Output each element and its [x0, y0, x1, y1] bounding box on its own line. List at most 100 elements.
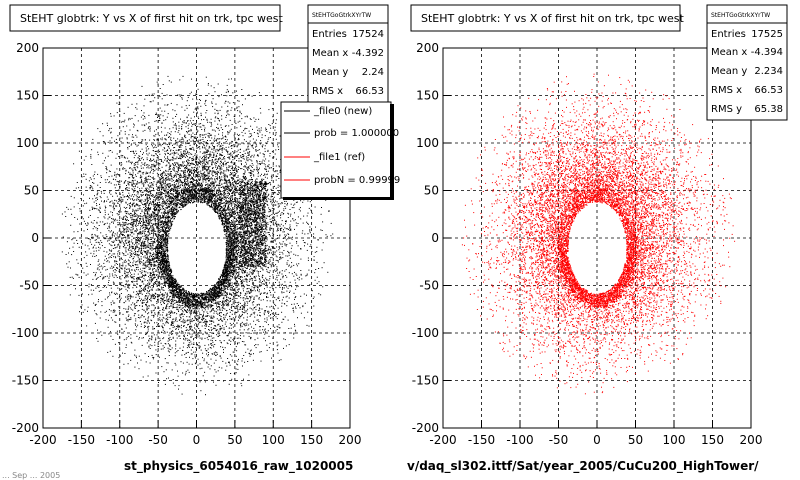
- scatter-point: [126, 228, 127, 229]
- scatter-point: [269, 259, 270, 260]
- scatter-point: [120, 208, 121, 209]
- scatter-point: [120, 194, 121, 195]
- scatter-point: [194, 134, 195, 135]
- scatter-point: [245, 279, 246, 280]
- scatter-point: [260, 280, 261, 281]
- scatter-point: [251, 333, 252, 334]
- scatter-point: [90, 253, 91, 254]
- scatter-point: [114, 204, 115, 205]
- scatter-point: [278, 308, 279, 309]
- scatter-point: [268, 311, 269, 312]
- scatter-point: [149, 286, 150, 287]
- scatter-point: [304, 245, 305, 246]
- scatter-point: [125, 265, 126, 266]
- scatter-point: [233, 228, 234, 229]
- scatter-point: [197, 173, 198, 174]
- scatter-point: [143, 268, 144, 269]
- scatter-point: [270, 230, 271, 231]
- scatter-point: [181, 126, 182, 127]
- scatter-point: [233, 223, 234, 224]
- scatter-point: [198, 108, 199, 109]
- scatter-point: [300, 270, 301, 271]
- scatter-point: [270, 215, 271, 216]
- scatter-point: [154, 266, 155, 267]
- scatter-point: [104, 200, 105, 201]
- scatter-point: [113, 282, 114, 283]
- scatter-point: [236, 205, 237, 206]
- scatter-point: [139, 277, 140, 278]
- scatter-point: [211, 348, 212, 349]
- scatter-point: [301, 313, 302, 314]
- scatter-point: [125, 324, 126, 325]
- scatter-point: [104, 286, 105, 287]
- scatter-point: [149, 217, 150, 218]
- scatter-point: [142, 204, 143, 205]
- scatter-point: [176, 162, 177, 163]
- scatter-point: [229, 384, 230, 385]
- scatter-point: [158, 150, 159, 151]
- scatter-point: [136, 326, 137, 327]
- scatter-point: [211, 345, 212, 346]
- scatter-point: [266, 297, 267, 298]
- scatter-point: [212, 161, 213, 162]
- scatter-point: [266, 143, 267, 144]
- scatter-point: [250, 271, 251, 272]
- scatter-point: [255, 265, 256, 266]
- scatter-point: [187, 156, 188, 157]
- scatter-point: [280, 279, 281, 280]
- scatter-point: [284, 227, 285, 228]
- scatter-point: [251, 177, 252, 178]
- scatter-point: [116, 237, 117, 238]
- scatter-point: [145, 179, 146, 180]
- scatter-point: [215, 113, 216, 114]
- scatter-point: [285, 275, 286, 276]
- scatter-point: [153, 147, 154, 148]
- scatter-point: [232, 285, 233, 286]
- scatter-point: [194, 187, 195, 188]
- scatter-point: [258, 310, 259, 311]
- left-panel: StEHT globtrk: Y vs X of first hit on tr…: [10, 5, 400, 474]
- scatter-point: [127, 181, 128, 182]
- scatter-point: [211, 174, 212, 175]
- scatter-point: [128, 284, 129, 285]
- scatter-point: [87, 222, 88, 223]
- scatter-point: [250, 126, 251, 127]
- scatter-point: [235, 138, 236, 139]
- scatter-point: [260, 163, 261, 164]
- scatter-point: [115, 315, 116, 316]
- scatter-point: [215, 352, 216, 353]
- scatter-point: [156, 192, 157, 193]
- scatter-point: [114, 277, 115, 278]
- scatter-point: [157, 82, 158, 83]
- scatter-point: [219, 315, 220, 316]
- scatter-point: [238, 245, 239, 246]
- scatter-point: [168, 191, 169, 192]
- scatter-point: [239, 236, 240, 237]
- scatter-point: [132, 209, 133, 210]
- scatter-point: [143, 264, 144, 265]
- scatter-point: [283, 319, 284, 320]
- scatter-point: [205, 179, 206, 180]
- scatter-point: [158, 160, 159, 161]
- scatter-point: [185, 151, 186, 152]
- scatter-point: [163, 206, 164, 207]
- scatter-point: [114, 184, 115, 185]
- scatter-point: [212, 145, 213, 146]
- scatter-point: [236, 269, 237, 270]
- scatter-point: [150, 239, 151, 240]
- scatter-point: [163, 193, 164, 194]
- scatter-point: [190, 184, 191, 185]
- scatter-point: [116, 263, 117, 264]
- scatter-point: [138, 294, 139, 295]
- scatter-point: [186, 371, 187, 372]
- scatter-point: [204, 131, 205, 132]
- scatter-point: [133, 224, 134, 225]
- scatter-point: [324, 262, 325, 263]
- scatter-point: [199, 148, 200, 149]
- scatter-point: [172, 157, 173, 158]
- scatter-point: [192, 124, 193, 125]
- scatter-point: [150, 201, 151, 202]
- scatter-point: [267, 271, 268, 272]
- scatter-point: [244, 310, 245, 311]
